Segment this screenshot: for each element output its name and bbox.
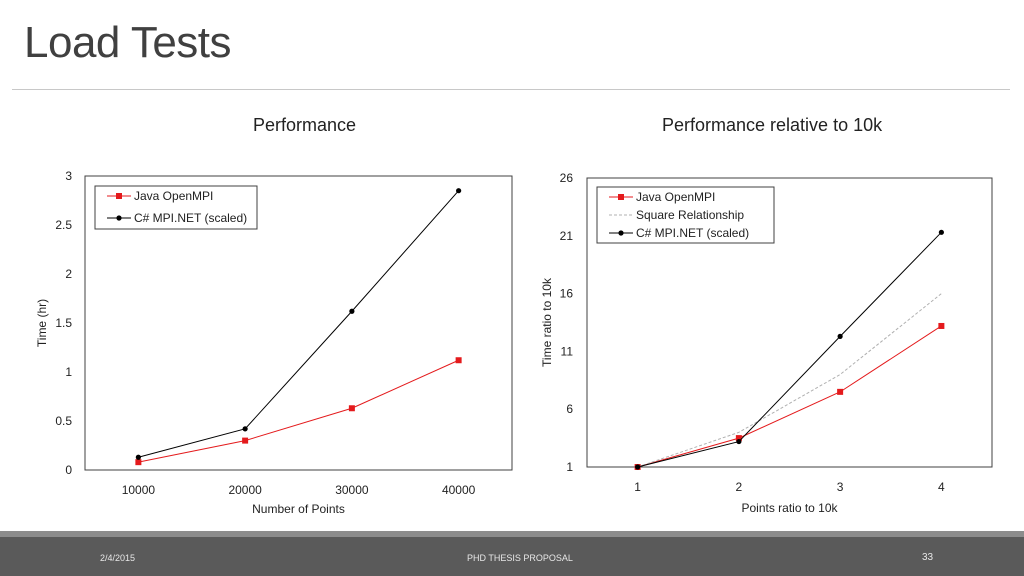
y-tick-label: 1: [65, 365, 72, 379]
data-point: [735, 435, 742, 442]
data-point: [635, 464, 641, 470]
x-tick-label: 40000: [442, 483, 476, 497]
plot-area: [586, 177, 993, 468]
legend-marker: [618, 194, 624, 200]
legend-label: C# MPI.NET (scaled): [134, 211, 247, 225]
y-tick-label: 6: [566, 402, 573, 416]
data-point: [349, 308, 355, 314]
y-tick-label: 26: [560, 171, 574, 185]
x-tick-label: 4: [938, 480, 945, 494]
data-point: [242, 437, 249, 444]
x-tick-label: 3: [837, 480, 844, 494]
series-line: [138, 359, 459, 463]
data-point: [456, 188, 462, 194]
title-divider: [12, 89, 1010, 90]
y-axis-label: Time (hr): [35, 299, 49, 347]
legend-label: Java OpenMPI: [134, 189, 213, 203]
y-tick-label: 0.5: [55, 414, 72, 428]
x-tick-label: 20000: [228, 483, 262, 497]
y-tick-label: 21: [560, 229, 574, 243]
y-tick-label: 2.5: [55, 218, 72, 232]
data-point: [634, 464, 641, 470]
legend-label: C# MPI.NET (scaled): [636, 226, 749, 240]
page-number: 33: [922, 552, 934, 563]
footer-strip: [0, 531, 1024, 537]
x-tick-label: 1: [634, 480, 641, 494]
y-tick-label: 16: [560, 287, 574, 301]
legend-marker: [618, 230, 624, 236]
data-point: [242, 426, 248, 432]
y-tick-label: 1.5: [55, 316, 72, 330]
legend-label: Square Relationship: [636, 208, 744, 222]
y-tick-label: 1: [566, 460, 573, 474]
data-point: [938, 229, 944, 235]
data-point: [938, 322, 945, 329]
data-point: [455, 357, 462, 364]
y-tick-label: 0: [65, 463, 72, 477]
data-point: [348, 405, 355, 412]
footer-bar: 2/4/2015 PHD THESIS PROPOSAL 33: [0, 537, 1024, 576]
legend-marker: [116, 193, 122, 199]
data-point: [837, 333, 843, 339]
legend-label: Java OpenMPI: [636, 190, 715, 204]
x-tick-label: 30000: [335, 483, 369, 497]
chart-2-title: Performance relative to 10k: [662, 115, 883, 135]
series-line: [138, 190, 459, 458]
data-point: [135, 459, 142, 466]
y-tick-label: 2: [65, 267, 72, 281]
series-line: [637, 293, 942, 468]
x-axis-label: Points ratio to 10k: [741, 501, 838, 515]
footer-title: PHD THESIS PROPOSAL: [467, 553, 573, 563]
series-line: [637, 325, 942, 468]
y-tick-label: 3: [65, 169, 72, 183]
footer-date: 2/4/2015: [100, 553, 136, 563]
data-point: [135, 454, 141, 460]
data-point: [736, 438, 742, 445]
x-tick-label: 10000: [122, 483, 156, 497]
data-point: [837, 388, 844, 395]
x-tick-label: 2: [736, 480, 743, 494]
chart-1-title: Performance: [253, 115, 357, 135]
series-line: [637, 231, 942, 468]
plot-area: [84, 175, 513, 471]
x-axis-label: Number of Points: [252, 502, 345, 516]
legend-marker: [116, 215, 122, 221]
y-tick-label: 11: [561, 344, 574, 358]
slide-title: Load Tests: [24, 18, 232, 67]
legend-box: [596, 186, 775, 244]
y-axis-label: Time ratio to 10k: [540, 277, 554, 367]
legend-box: [94, 185, 258, 230]
